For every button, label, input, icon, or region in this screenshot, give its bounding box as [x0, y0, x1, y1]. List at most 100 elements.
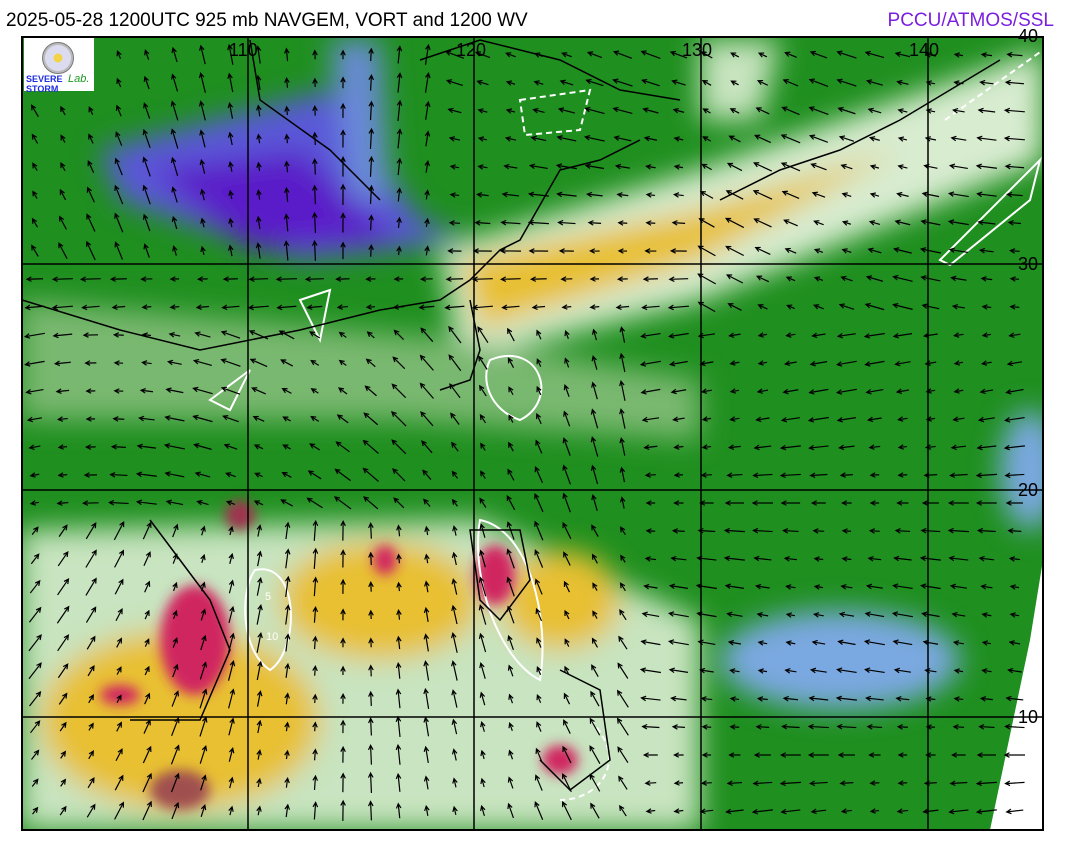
wind-arrow [144, 49, 150, 60]
wind-arrow [618, 635, 628, 650]
wind-arrow [780, 416, 800, 423]
wind-arrow [701, 163, 712, 171]
wind-arrow [282, 416, 291, 422]
wind-arrow [640, 695, 661, 702]
wind-arrow [780, 500, 801, 506]
wind-arrow [505, 52, 516, 58]
wind-arrow [24, 360, 45, 367]
wind-arrow [32, 806, 39, 815]
lat-label-40: 40 [1018, 26, 1038, 46]
wind-arrow [535, 607, 543, 622]
wind-arrow [284, 662, 291, 678]
wind-arrow [978, 724, 995, 730]
wind-arrow [168, 332, 181, 338]
wind-arrow [810, 808, 827, 815]
logo-severe-storm: SEVERE STORM [26, 74, 63, 94]
wind-arrow [894, 51, 911, 58]
wind-arrow [248, 276, 269, 282]
wind-arrow [255, 215, 262, 230]
wind-arrow [447, 107, 462, 114]
lon-label-140: 140 [909, 40, 939, 60]
wind-arrow [619, 582, 626, 592]
wind-arrow [701, 80, 712, 86]
wind-arrow [451, 689, 458, 708]
wind-arrow [723, 527, 745, 534]
wind-arrow [340, 520, 346, 541]
wind-arrow [612, 106, 633, 115]
wind-arrow [947, 527, 969, 534]
wind-arrow [869, 472, 880, 478]
wind-arrow [812, 528, 825, 534]
wind-arrow [340, 241, 346, 260]
wind-arrow [640, 50, 661, 60]
wind-arrow [536, 329, 542, 340]
wind-arrow [60, 161, 66, 172]
wind-arrow [891, 611, 913, 618]
wind-arrow [57, 444, 68, 450]
wind-arrow [868, 136, 880, 142]
wind-arrow [1005, 808, 1024, 815]
wind-arrow [671, 528, 685, 534]
wind-arrow [228, 161, 234, 172]
wind-arrow [392, 356, 406, 370]
wind-arrow [396, 45, 403, 64]
wind-arrow [730, 52, 740, 58]
wind-arrow [807, 416, 829, 423]
wind-arrow [256, 604, 263, 625]
wind-arrow [1004, 79, 1024, 86]
wind-arrow [275, 276, 298, 282]
wind-arrow [785, 332, 796, 338]
wind-arrow [564, 357, 570, 368]
wind-arrow [811, 191, 826, 198]
wind-arrow [751, 808, 773, 815]
lon-label-120: 120 [456, 40, 486, 60]
wind-arrow [726, 472, 743, 478]
wind-arrow [85, 522, 97, 540]
wind-arrow [55, 388, 70, 394]
wind-arrow [727, 639, 741, 646]
wind-arrow [59, 215, 67, 230]
wind-arrow [536, 693, 542, 704]
wind-arrow [756, 79, 769, 86]
wind-arrow [396, 581, 402, 592]
wind-arrow [421, 440, 433, 454]
wind-arrow [395, 661, 402, 679]
wind-arrow [779, 752, 801, 758]
wind-arrow [921, 191, 940, 198]
wind-arrow [563, 580, 571, 593]
wind-arrow [953, 696, 964, 702]
wind-arrow [228, 605, 235, 624]
wind-arrow [836, 416, 857, 423]
wind-arrow [947, 500, 969, 506]
wind-arrow [724, 500, 744, 506]
wind-arrow [948, 163, 968, 170]
wind-arrow [536, 637, 542, 648]
wind-arrow [728, 752, 741, 758]
wind-arrow [591, 524, 599, 537]
wind-arrow [29, 579, 41, 594]
wind-arrow [368, 609, 374, 620]
wind-arrow [868, 752, 881, 758]
wind-arrow [561, 304, 572, 310]
wind-arrow [592, 610, 598, 619]
wind-arrow [506, 576, 515, 597]
wind-arrow [724, 217, 745, 229]
wind-arrow [199, 129, 206, 148]
wind-arrow [812, 612, 824, 618]
wind-arrow [726, 780, 743, 786]
wind-arrow [978, 247, 994, 254]
wind-arrow [171, 186, 178, 203]
wind-arrow [869, 808, 880, 814]
wind-arrow [868, 528, 880, 534]
wind-arrow [563, 692, 571, 705]
wind-arrow [590, 690, 600, 707]
wind-arrow [673, 472, 684, 478]
wind-arrow [808, 78, 829, 87]
wind-arrow [754, 583, 770, 590]
wind-arrow [863, 639, 885, 646]
wind-arrow [172, 523, 179, 538]
wind-arrow [476, 192, 489, 198]
wind-arrow [28, 634, 42, 652]
wind-arrow [199, 158, 206, 174]
wind-arrow [639, 360, 661, 367]
